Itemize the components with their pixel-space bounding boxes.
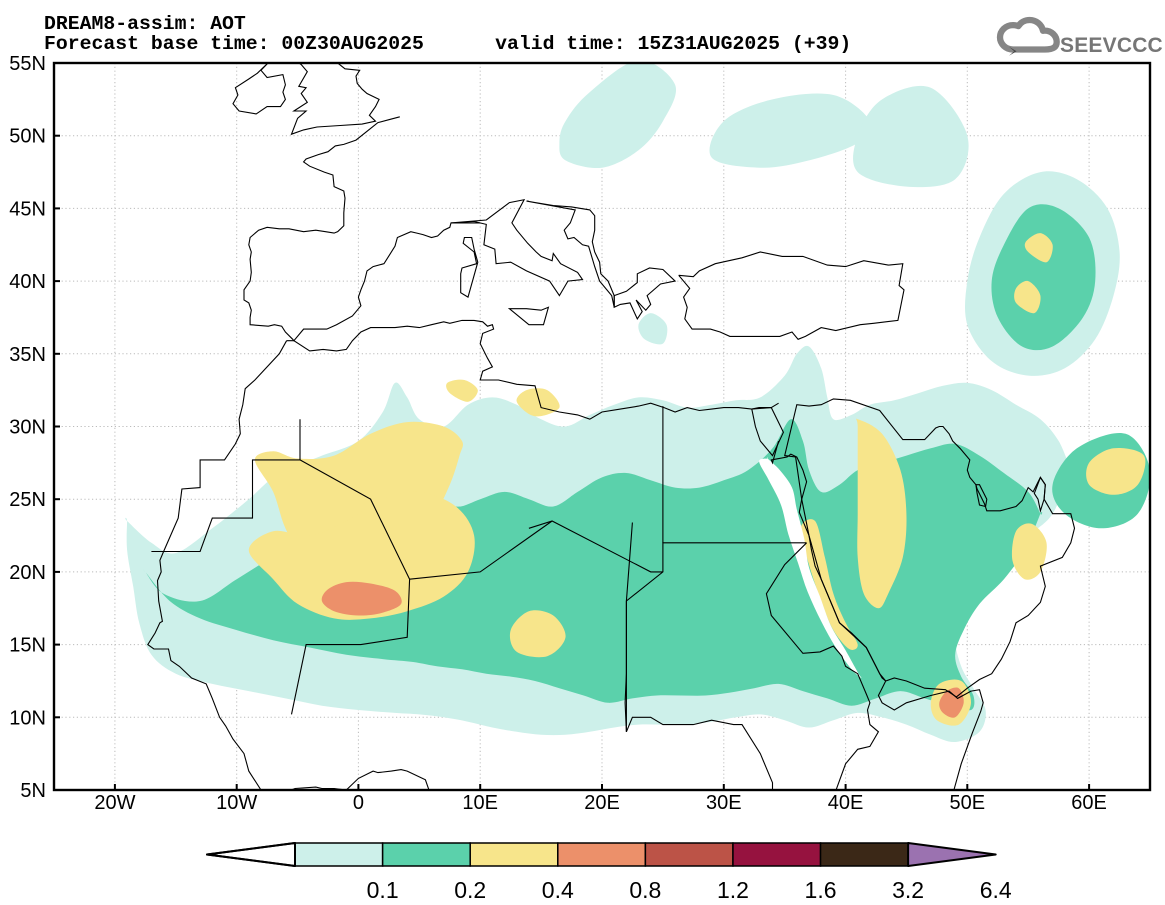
svg-text:0.4: 0.4 — [542, 877, 574, 903]
svg-text:10W: 10W — [216, 792, 257, 814]
svg-text:40E: 40E — [828, 792, 864, 814]
svg-text:25N: 25N — [9, 489, 46, 511]
svg-text:20W: 20W — [94, 792, 135, 814]
svg-text:15N: 15N — [9, 635, 46, 657]
svg-text:1.2: 1.2 — [717, 877, 749, 903]
svg-text:20N: 20N — [9, 562, 46, 584]
svg-text:20E: 20E — [584, 792, 620, 814]
svg-text:50E: 50E — [950, 792, 986, 814]
svg-text:60E: 60E — [1071, 792, 1107, 814]
svg-text:1.6: 1.6 — [805, 877, 837, 903]
svg-text:0: 0 — [353, 792, 364, 814]
svg-text:0.1: 0.1 — [367, 877, 399, 903]
svg-text:55N: 55N — [9, 53, 46, 75]
svg-text:40N: 40N — [9, 271, 46, 293]
svg-text:3.2: 3.2 — [892, 877, 924, 903]
svg-text:10E: 10E — [462, 792, 498, 814]
svg-text:0.8: 0.8 — [629, 877, 661, 903]
svg-text:5N: 5N — [20, 780, 46, 802]
svg-text:30N: 30N — [9, 417, 46, 439]
svg-text:10N: 10N — [9, 707, 46, 729]
svg-text:0.2: 0.2 — [454, 877, 486, 903]
svg-text:35N: 35N — [9, 344, 46, 366]
svg-text:6.4: 6.4 — [980, 877, 1012, 903]
svg-text:45N: 45N — [9, 198, 46, 220]
svg-text:30E: 30E — [706, 792, 742, 814]
svg-text:50N: 50N — [9, 126, 46, 148]
